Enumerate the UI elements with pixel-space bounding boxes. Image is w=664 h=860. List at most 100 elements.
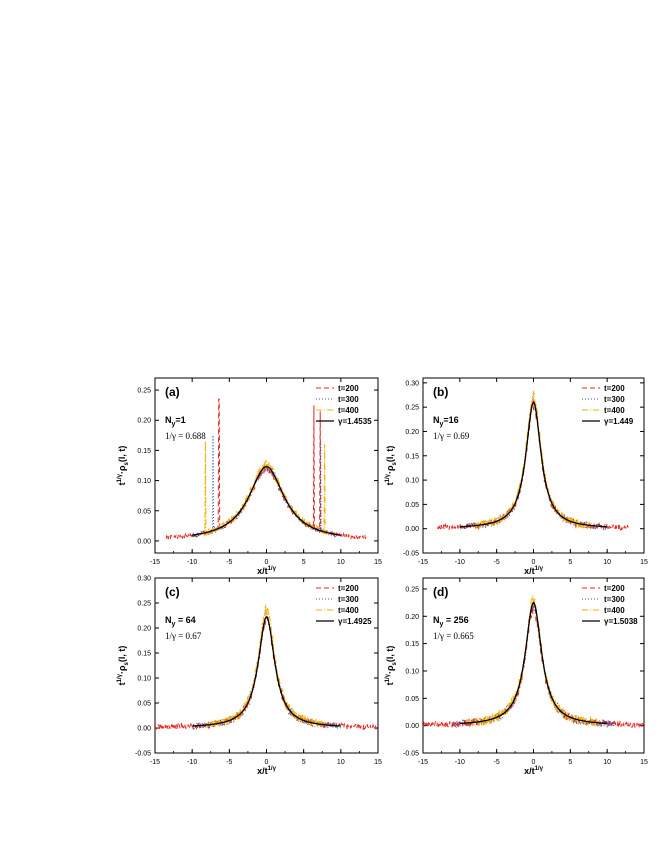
panel-1: -15 -10 -5 0 5 10 15 -0.05 0.00 0.05 0.10 0.15 0.20 0… xyxy=(385,377,648,576)
x-tick-label: -15 xyxy=(150,559,160,566)
y-tick-label: 0.20 xyxy=(405,429,419,436)
x-tick-label: -5 xyxy=(226,759,232,766)
y-tick-label: 0.30 xyxy=(137,576,151,583)
y-tick-label: 0.10 xyxy=(405,668,419,675)
legend-label: t=300 xyxy=(604,395,625,404)
ny-label: Ny = 256 xyxy=(433,615,469,628)
ny-label: Ny=1 xyxy=(165,415,186,428)
panel-0: -15 -10 -5 0 5 10 15 0.00 0.05 0.10 0.15 0.20 0.25 x/… xyxy=(117,377,382,576)
y-tick-label: 0.05 xyxy=(405,502,419,509)
x-tick-label: 0 xyxy=(265,559,269,566)
plot-area xyxy=(437,390,630,532)
y-axis-label: t1/γ·ρs(l, t) xyxy=(385,646,398,686)
x-tick-label: -15 xyxy=(418,559,428,566)
x-tick-label: 5 xyxy=(302,759,306,766)
legend-label: t=400 xyxy=(604,606,625,615)
legend-label: t=300 xyxy=(338,395,359,404)
fit-line xyxy=(459,401,608,528)
y-tick-label: -0.05 xyxy=(403,551,419,558)
legend-label: t=200 xyxy=(338,584,359,593)
y-tick-label: 0.30 xyxy=(405,380,419,387)
legend-label: t=300 xyxy=(338,595,359,604)
legend: t=200 t=300 t=400 γ=1.4535 xyxy=(316,384,372,426)
y-axis-label: t1/γ·ρs(l, t) xyxy=(117,646,130,686)
y-axis-label: t1/γ·ρs(l, t) xyxy=(117,446,130,486)
plot-frame xyxy=(154,577,379,754)
series-line-t400 xyxy=(202,441,330,538)
y-tick-label: -0.05 xyxy=(135,751,151,758)
y-tick-label: 0.05 xyxy=(137,701,151,708)
x-tick-label: 0 xyxy=(532,759,536,766)
fit-line xyxy=(192,616,341,727)
x-tick-label: 10 xyxy=(337,559,345,566)
x-tick-label: 15 xyxy=(640,559,648,566)
series-line-t300 xyxy=(452,598,615,729)
series-line-t300 xyxy=(191,435,341,538)
y-tick-label: 0.05 xyxy=(137,508,151,515)
ny-label: Ny = 64 xyxy=(165,615,196,628)
panel-2: -15 -10 -5 0 5 10 15 -0.05 0.00 0.05 0.10 0.15 0.20 0… xyxy=(117,576,382,777)
fit-line xyxy=(459,601,608,725)
panel-label: (c) xyxy=(165,585,180,599)
x-tick-label: 0 xyxy=(265,759,269,766)
x-tick-label: 5 xyxy=(302,559,306,566)
legend: t=200 t=300 t=400 γ=1.5038 xyxy=(582,584,638,626)
x-tick-label: 10 xyxy=(337,759,345,766)
x-tick-label: 10 xyxy=(603,559,611,566)
y-tick-label: 0.15 xyxy=(405,453,419,460)
series-line-t400 xyxy=(466,595,600,729)
y-tick-label: -0.05 xyxy=(403,751,419,758)
inverse-gamma-label: 1/γ = 0.688 xyxy=(165,431,206,441)
plot-area xyxy=(165,398,367,541)
y-tick-label: 0.20 xyxy=(137,418,151,425)
x-tick-label: 10 xyxy=(603,759,611,766)
x-tick-label: -10 xyxy=(187,759,197,766)
y-tick-label: 0.00 xyxy=(137,726,151,733)
legend-label: t=200 xyxy=(604,584,625,593)
legend: t=200 t=300 t=400 γ=1.449 xyxy=(582,384,634,426)
y-tick-label: 0.15 xyxy=(137,448,151,455)
series-line-t400 xyxy=(206,604,327,729)
y-tick-label: 0.05 xyxy=(405,696,419,703)
legend-label: γ=1.4535 xyxy=(338,417,372,426)
x-tick-label: -5 xyxy=(494,759,500,766)
y-tick-label: 0.00 xyxy=(405,526,419,533)
inverse-gamma-label: 1/γ = 0.69 xyxy=(433,431,470,441)
legend-label: γ=1.449 xyxy=(604,417,634,426)
x-axis-label: x/t1/γ xyxy=(257,566,277,576)
x-tick-label: -10 xyxy=(187,559,197,566)
legend-label: t=400 xyxy=(338,406,359,415)
y-tick-label: 0.20 xyxy=(405,614,419,621)
x-tick-label: 5 xyxy=(568,759,572,766)
x-tick-label: -5 xyxy=(226,559,232,566)
x-tick-label: 15 xyxy=(640,759,648,766)
y-tick-label: 0.25 xyxy=(405,405,419,412)
legend: t=200 t=300 t=400 γ=1.4925 xyxy=(316,584,372,626)
inverse-gamma-label: 1/γ = 0.665 xyxy=(433,631,474,641)
x-axis-label: x/t1/γ xyxy=(257,766,277,776)
series-line-t200 xyxy=(165,398,367,541)
x-tick-label: 15 xyxy=(374,559,382,566)
inverse-gamma-label: 1/γ = 0.67 xyxy=(165,631,202,641)
series-line-t200 xyxy=(437,399,630,532)
x-tick-label: -5 xyxy=(494,559,500,566)
x-tick-label: 15 xyxy=(374,759,382,766)
x-tick-label: 0 xyxy=(532,559,536,566)
y-tick-label: 0.20 xyxy=(137,626,151,633)
x-axis-label: x/t1/γ xyxy=(524,566,544,576)
plot-area xyxy=(155,604,378,731)
x-tick-label: -15 xyxy=(150,759,160,766)
x-tick-label: -10 xyxy=(455,559,465,566)
x-tick-label: -15 xyxy=(418,759,428,766)
series-line-t400 xyxy=(474,390,593,530)
y-tick-label: 0.00 xyxy=(137,538,151,545)
legend-label: t=400 xyxy=(604,406,625,415)
y-tick-label: 0.25 xyxy=(405,586,419,593)
fit-line xyxy=(192,466,341,536)
panel-3: -15 -10 -5 0 5 10 15 -0.05 0.00 0.05 0.10 0.15 0.20 0… xyxy=(385,577,648,776)
legend-label: t=200 xyxy=(338,384,359,393)
y-tick-label: 0.10 xyxy=(137,478,151,485)
legend-label: γ=1.5038 xyxy=(604,617,638,626)
legend-label: t=400 xyxy=(338,606,359,615)
x-tick-label: 5 xyxy=(568,559,572,566)
